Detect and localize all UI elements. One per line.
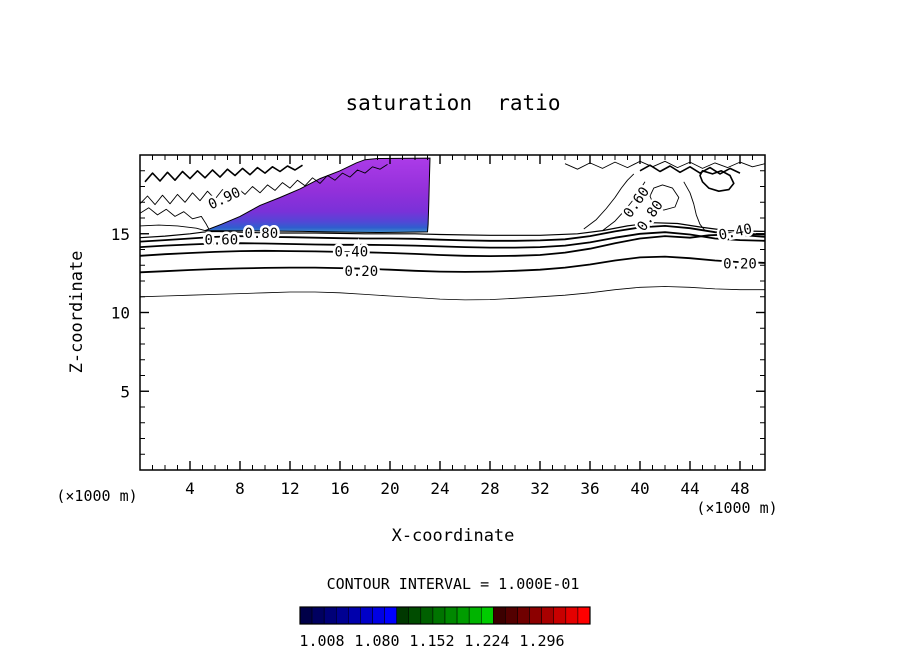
contour-label: 0.60 [204,233,238,249]
colorbar-stripe [348,606,361,625]
colorbar-stripe [481,606,494,625]
contour-line-0.60 [140,231,765,249]
colorbar-tick-label: 1.296 [519,632,564,650]
x-unit-right: (×1000 m) [696,499,777,517]
x-tick-label: 36 [580,479,599,498]
colorbar-tick-label: 1.008 [299,632,344,650]
x-tick-label: 40 [630,479,649,498]
contour-line-0.90-band [140,222,765,239]
colorbar-stripe [468,606,482,625]
colorbar-stripe [299,606,313,625]
x-tick-label: 12 [280,479,299,498]
colorbar-tick-label: 1.080 [354,632,399,650]
colorbar-layer: 1.008 1.080 1.152 1.224 1.296 [299,606,591,650]
x-tick-label: 48 [730,479,749,498]
colorbar-tick-label: 1.224 [464,632,509,650]
contour-line-right-loop-1 [649,184,680,211]
contour-line-0.95-jagged-left [144,164,303,183]
colorbar-stripe [553,606,567,625]
saturation-filled-region [204,157,431,234]
colorbar-stripe [444,606,458,625]
colorbar-stripe [323,606,337,625]
y-tick-label: 5 [120,382,130,401]
contour-line-right-rise-2 [602,181,646,231]
y-tick-label: 10 [111,304,130,323]
x-axis-label: X-coordinate [392,526,515,546]
colorbar-stripe [493,606,506,625]
contour-line-0.10 [140,286,765,301]
contour-line-0.90-jagged-left [140,164,388,206]
y-axis-label: Z-coordinate [67,251,87,374]
x-tick-label: 32 [530,479,549,498]
x-tick-label: 44 [680,479,699,498]
colorbar-stripe [565,606,579,625]
contour-line-right-loop-2 [699,170,735,192]
x-tick-label: 24 [430,479,449,498]
filled-region-layer [204,157,431,234]
colorbar-frame [299,606,591,625]
contour-lines-layer [140,160,765,301]
contour-line-0.40 [140,233,765,257]
x-tick-label: 28 [480,479,499,498]
x-unit-left: (×1000 m) [56,487,137,505]
colorbar-stripe [408,606,422,625]
colorbar-stripe [336,606,349,625]
x-tick-label: 8 [235,479,245,498]
colorbar-stripe [420,606,434,625]
colorbar-stripe [505,606,518,625]
contour-label: 0.20 [344,264,378,280]
contour-line-right-rise-1 [583,173,635,230]
colorbar-stripe [372,606,385,625]
colorbar-stripe [396,606,410,625]
colorbar-stripe [577,606,591,625]
contour-line-tip-convergence [140,224,206,232]
x-tick-label: 4 [185,479,195,498]
colorbar-stripe [541,606,554,625]
colorbar-stripe [384,606,397,625]
contour-line-0.20 [140,255,765,274]
contour-label: 0.80 [244,226,278,242]
colorbar-stripe [456,606,470,625]
y-tick-label: 15 [111,225,130,244]
colorbar-stripe [432,606,446,625]
colorbar-stripe [360,606,373,625]
colorbar-stripe [529,606,542,625]
contour-line-0.90-left-lower [140,207,210,230]
contour-label: 0.20 [723,257,757,273]
contour-label: 0.40 [334,244,368,260]
colorbar-stripe [517,606,530,625]
x-tick-label: 20 [380,479,399,498]
contour-interval-note: CONTOUR INTERVAL = 1.000E-01 [327,575,580,593]
plot-title: saturation ratio [346,91,561,115]
contour-label: 0.90 [206,184,243,213]
contour-line-right-fall [683,181,706,231]
contour-line-top-right-jagged [564,160,765,170]
x-tick-label: 16 [330,479,349,498]
colorbar-stripe [311,606,325,625]
colorbar-tick-label: 1.152 [409,632,454,650]
contour-line-0.80 [140,225,765,243]
